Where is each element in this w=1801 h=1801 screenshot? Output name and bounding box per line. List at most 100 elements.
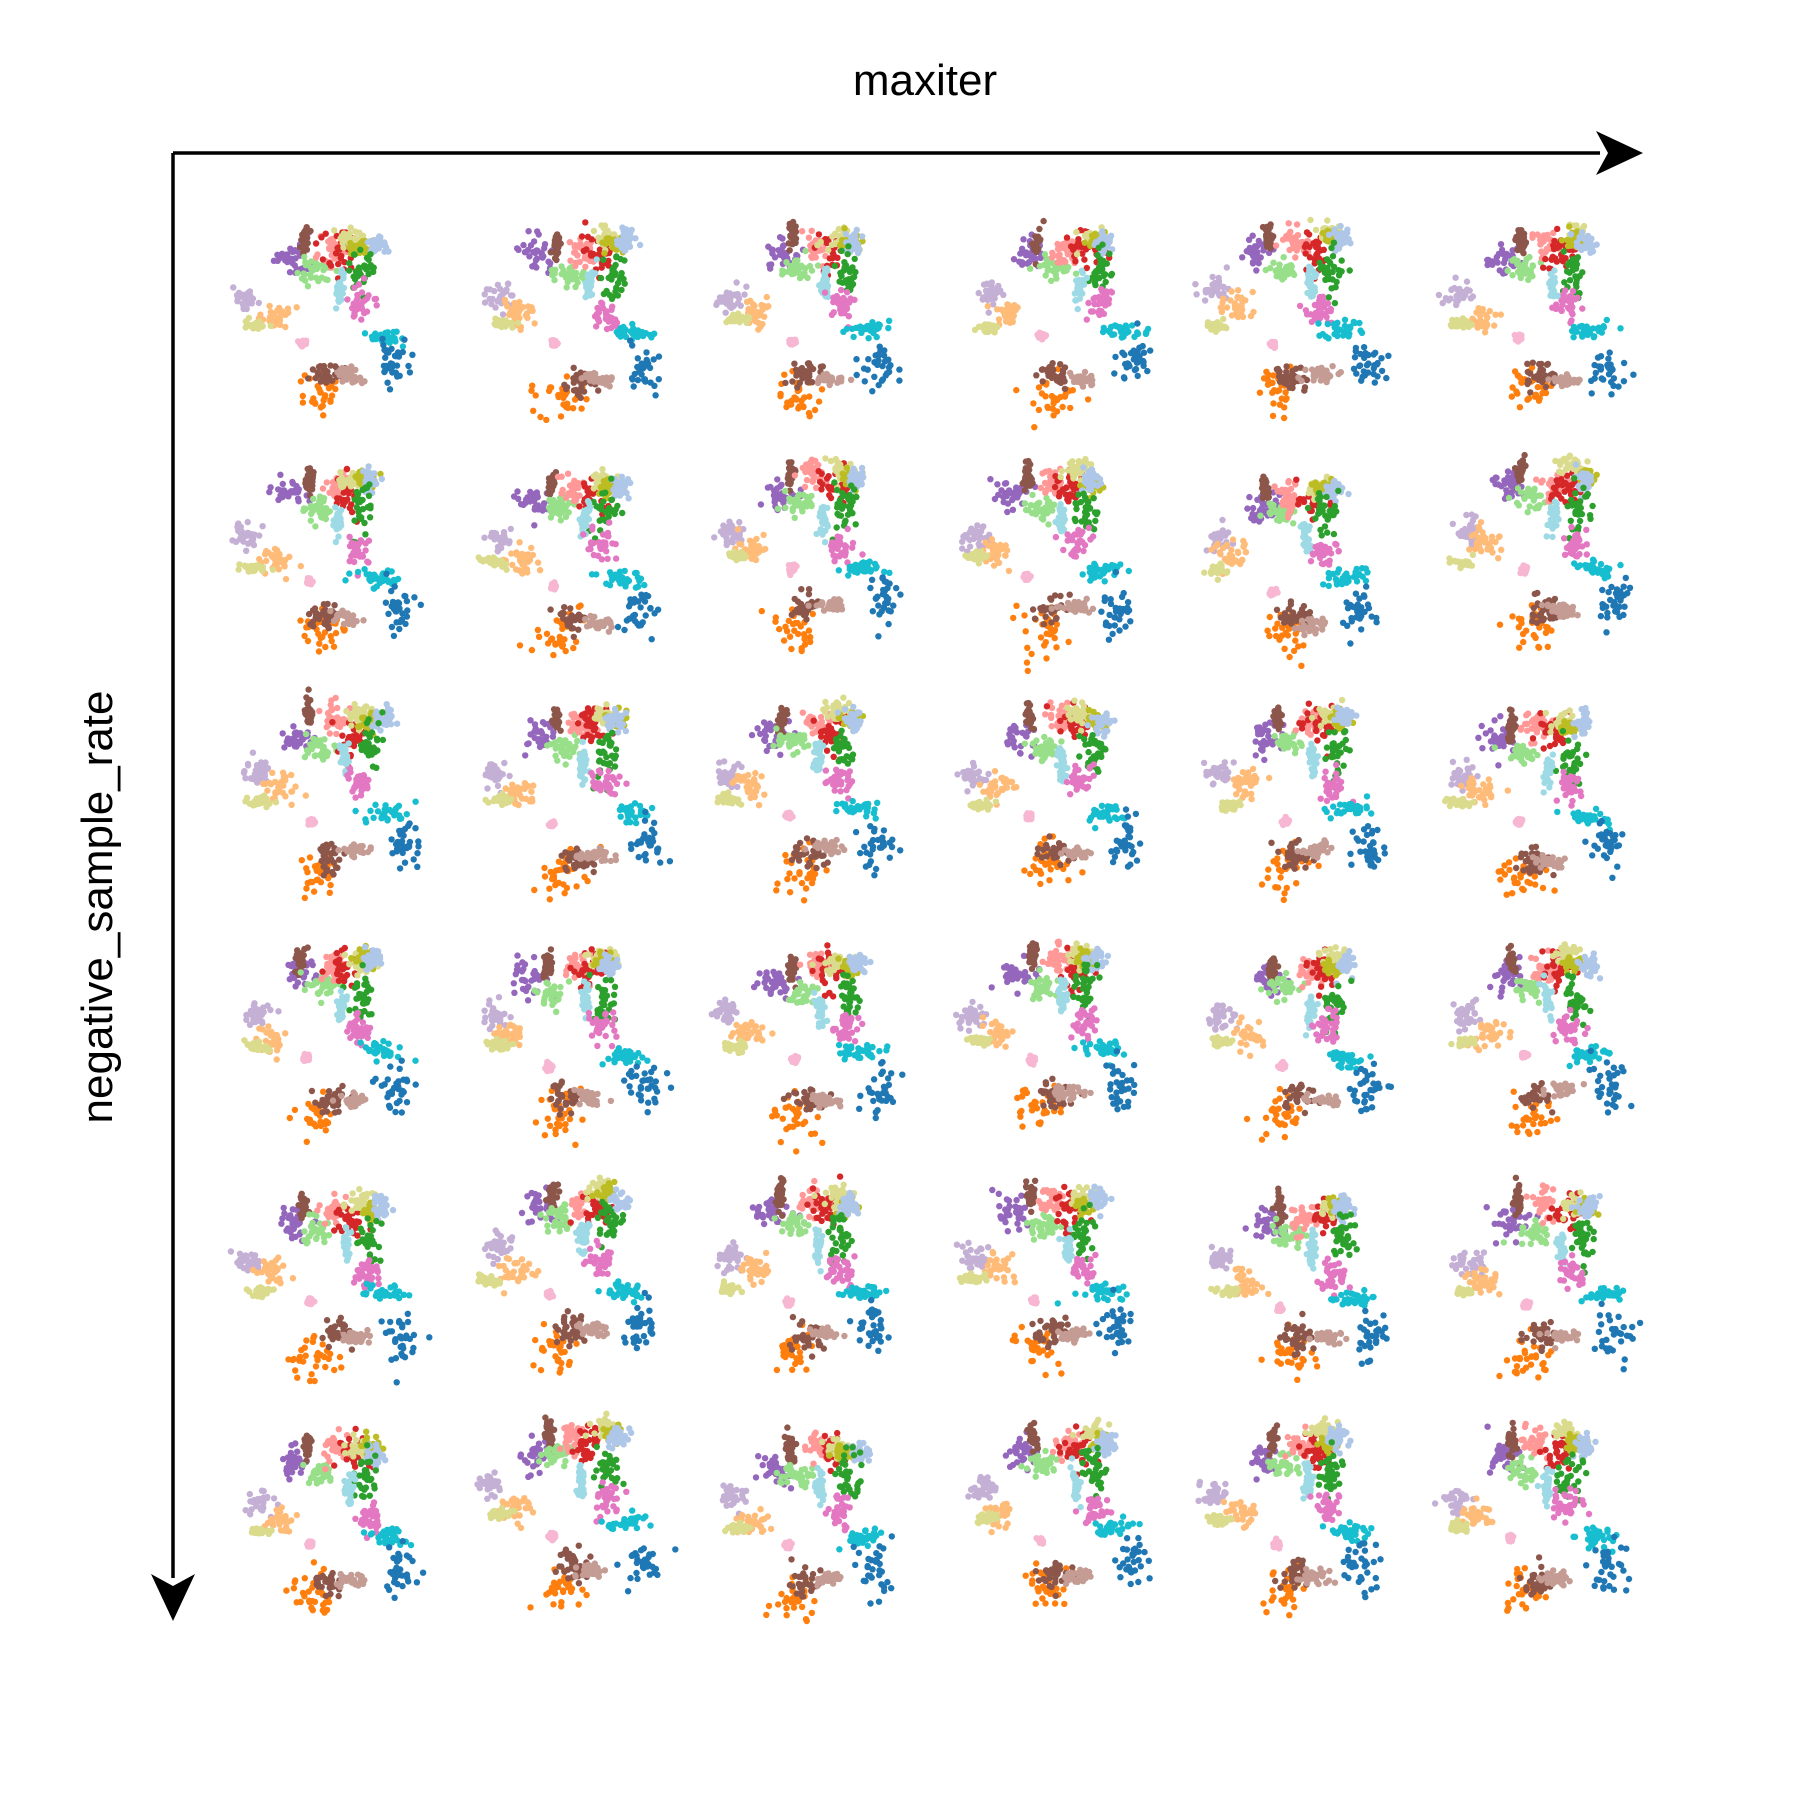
data-point: [1600, 376, 1607, 383]
data-point: [1106, 250, 1113, 257]
data-point: [1318, 303, 1326, 310]
data-point: [564, 470, 572, 477]
data-point: [486, 286, 494, 293]
data-point: [320, 412, 327, 419]
data-point: [1356, 362, 1363, 370]
data-point: [312, 502, 320, 509]
data-point: [1539, 390, 1546, 397]
data-point: [574, 252, 581, 259]
data-point: [983, 294, 990, 302]
data-point: [1339, 332, 1347, 339]
data-point: [1272, 267, 1280, 275]
data-point: [1303, 229, 1311, 236]
data-point: [619, 482, 626, 489]
data-point: [570, 379, 577, 386]
data-point: [1105, 237, 1113, 245]
data-point: [368, 333, 376, 340]
data-point: [531, 261, 538, 269]
data-point: [844, 250, 851, 258]
x-axis-arrowhead: [1596, 131, 1643, 175]
data-point: [1284, 377, 1291, 384]
data-point: [789, 226, 797, 234]
data-point: [1323, 378, 1330, 386]
data-point: [314, 251, 321, 258]
data-point: [1026, 265, 1034, 272]
data-point: [590, 227, 598, 235]
data-point: [370, 268, 377, 276]
data-point: [558, 508, 566, 516]
data-point: [529, 307, 536, 314]
data-point: [513, 245, 521, 252]
data-point: [365, 463, 372, 470]
data-point: [984, 302, 991, 310]
data-point: [312, 523, 319, 530]
data-point: [548, 271, 556, 279]
data-point: [735, 295, 743, 302]
data-point: [322, 643, 329, 651]
data-point: [1011, 302, 1018, 309]
data-point: [1276, 368, 1283, 375]
data-point: [534, 228, 541, 235]
data-point: [1220, 323, 1227, 330]
data-point: [531, 506, 538, 513]
data-point: [793, 371, 801, 378]
data-point: [1459, 288, 1466, 296]
data-point: [1378, 367, 1386, 375]
data-point: [1325, 231, 1333, 238]
data-point: [499, 311, 507, 318]
data-point: [612, 540, 619, 548]
data-point: [634, 355, 641, 362]
data-point: [590, 485, 597, 492]
data-point: [585, 516, 593, 523]
data-point: [1527, 389, 1534, 396]
data-point: [1576, 233, 1584, 241]
data-point: [530, 238, 538, 245]
data-point: [335, 260, 342, 268]
data-point: [271, 545, 279, 553]
data-point: [1508, 393, 1516, 400]
data-point: [1044, 267, 1051, 274]
data-point: [1463, 278, 1471, 285]
data-point: [251, 565, 258, 572]
data-point: [537, 413, 544, 421]
data-point: [1435, 291, 1443, 299]
data-point: [563, 502, 570, 510]
data-point: [1605, 355, 1612, 362]
data-point: [853, 371, 860, 379]
data-point: [1209, 273, 1216, 281]
data-point: [1092, 276, 1099, 283]
data-point: [741, 291, 748, 298]
data-point: [625, 495, 632, 502]
data-point: [510, 493, 518, 500]
data-point: [324, 622, 331, 629]
data-point: [316, 640, 323, 647]
data-point: [1270, 259, 1277, 266]
data-point: [1235, 308, 1243, 315]
data-point: [619, 224, 626, 231]
data-point: [322, 515, 329, 522]
data-point: [820, 371, 827, 378]
scatter-panel-r2-c2: [475, 466, 662, 659]
data-point: [358, 379, 366, 387]
data-point: [808, 379, 816, 386]
data-point: [1350, 365, 1358, 372]
data-point: [536, 567, 544, 574]
data-point: [1559, 301, 1566, 309]
data-point: [719, 298, 726, 305]
data-point: [588, 236, 595, 243]
data-point: [1073, 251, 1081, 258]
data-point: [577, 394, 584, 401]
data-point: [388, 587, 395, 595]
data-point: [1076, 282, 1083, 289]
data-point: [874, 361, 881, 368]
data-point: [1293, 221, 1301, 228]
data-point: [1099, 328, 1107, 336]
data-point: [1547, 284, 1554, 292]
data-point: [333, 305, 340, 312]
data-point: [1266, 224, 1274, 231]
data-point: [532, 392, 539, 399]
data-point: [1374, 359, 1381, 367]
data-point: [582, 293, 589, 301]
data-point: [1040, 331, 1048, 338]
data-point: [1481, 329, 1489, 336]
